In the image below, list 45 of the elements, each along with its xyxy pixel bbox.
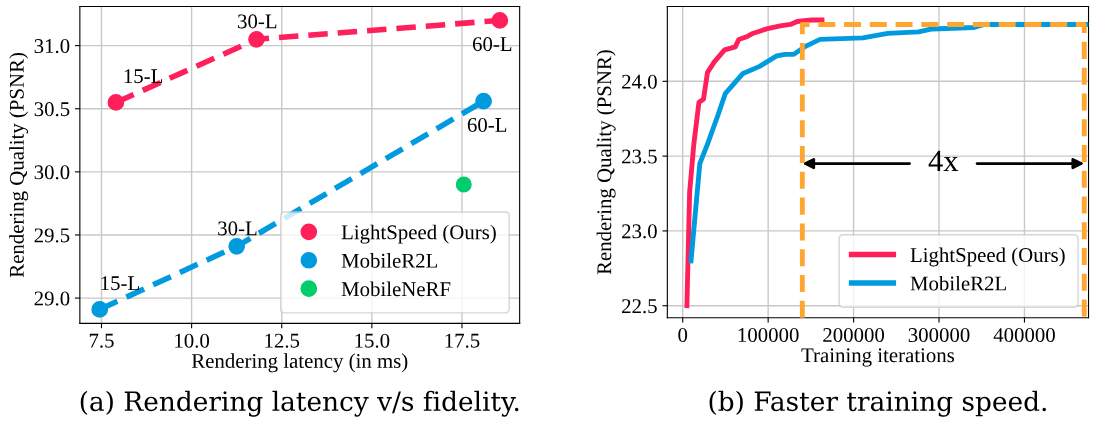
y-tick-label: 24.0	[622, 74, 657, 89]
annotation: 15-L	[124, 69, 163, 84]
y-axis-title: Rendering Quality (PSNR)	[9, 53, 29, 278]
point	[107, 94, 125, 111]
annotation: 30-L	[218, 221, 257, 236]
x-axis-title: Training iterations	[801, 348, 955, 367]
point	[475, 92, 492, 110]
point	[248, 30, 265, 48]
legend-label: MobileR2L	[341, 253, 438, 268]
point	[491, 12, 509, 29]
annotation: 60-L	[467, 117, 507, 132]
annotation: 30-L	[238, 14, 277, 29]
x-tick-label: 15.0	[355, 333, 390, 348]
legend-label: MobileNeRF	[341, 281, 451, 297]
x-tick-label: 0	[678, 328, 688, 343]
x-tick-label: 100000	[738, 328, 799, 343]
y-tick-label: 30.5	[34, 102, 70, 117]
x-tick-label: 400000	[993, 328, 1055, 343]
x-tick-label: 200000	[823, 328, 885, 343]
x-tick-label: 17.5	[445, 333, 480, 348]
point	[91, 301, 109, 318]
x-tick-label: 300000	[908, 328, 970, 343]
y-tick-label: 23.0	[622, 224, 657, 239]
annotation: 4x	[928, 150, 959, 171]
point	[455, 176, 472, 193]
text: (b) Faster training speed.	[709, 390, 1046, 417]
x-axis-title: Rendering latency (in ms)	[191, 353, 408, 373]
text: (a) Rendering latency v/s fidelity.	[80, 390, 519, 417]
x-tick-label: 7.5	[89, 333, 114, 348]
y-tick-label: 22.5	[622, 299, 657, 314]
line-series	[684, 17, 825, 309]
point	[228, 237, 246, 255]
x-tick-label: 12.5	[265, 333, 300, 348]
legend-label: LightSpeed (Ours)	[341, 224, 496, 244]
y-tick-label: 23.5	[622, 149, 657, 164]
annotation: 60-L	[472, 37, 512, 52]
x-tick-label: 10.0	[175, 333, 210, 348]
legend-label: MobileR2L	[910, 275, 1006, 291]
y-tick-label: 30.0	[34, 165, 70, 180]
legend-label: LightSpeed (Ours)	[910, 247, 1065, 267]
y-tick-label: 29.0	[34, 291, 70, 306]
annotation: 15-L	[101, 276, 139, 291]
y-tick-label: 31.0	[34, 39, 70, 54]
y-axis-title: Rendering Quality (PSNR)	[596, 50, 616, 275]
y-tick-label: 29.5	[34, 228, 70, 243]
